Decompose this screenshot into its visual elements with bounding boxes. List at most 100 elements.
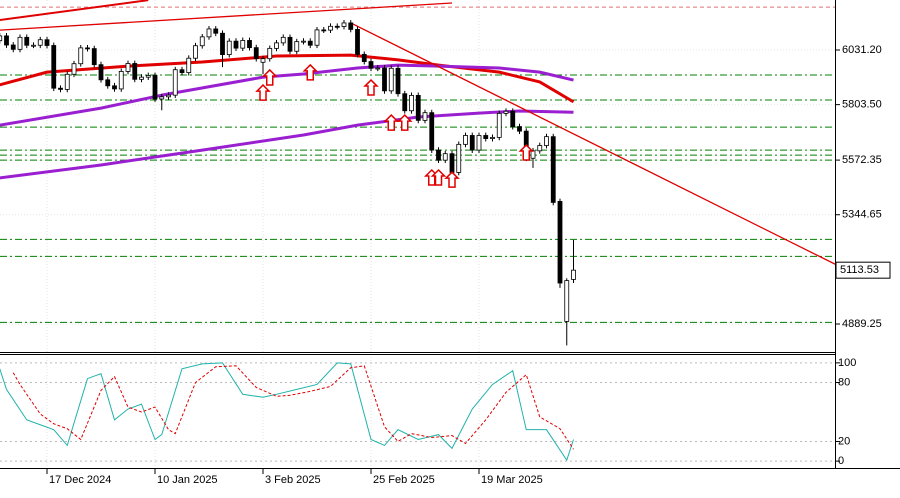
candle-body — [557, 201, 563, 284]
candle-body — [37, 39, 43, 46]
candle-body — [355, 29, 360, 55]
candle-body — [58, 87, 63, 90]
candle-body — [24, 36, 30, 46]
candle-body — [395, 67, 401, 95]
candle-body — [510, 110, 516, 127]
candle-body — [382, 67, 387, 92]
candle-body — [17, 36, 23, 50]
signal-arrow — [302, 63, 319, 81]
candle-body — [91, 48, 97, 66]
candle-body — [112, 85, 117, 90]
candle-body — [361, 53, 367, 62]
trendline — [0, 2, 453, 31]
candle-body — [240, 40, 246, 49]
candle-body — [118, 71, 124, 90]
candle-body — [0, 35, 3, 42]
candle-body — [307, 40, 313, 46]
candle-body — [287, 36, 293, 52]
y-tick-label: 5572.35 — [842, 154, 882, 166]
candle-body — [530, 150, 536, 159]
candle-body — [456, 143, 462, 173]
signal-arrow — [444, 171, 460, 188]
trendline — [0, 0, 149, 22]
x-tick-label: 3 Feb 2025 — [265, 474, 321, 486]
signal-arrow — [255, 84, 271, 101]
candle-body — [31, 44, 36, 47]
axes: 6031.20 5803.50 5572.35 5344.65 4889.25 17 De… — [46, 44, 891, 486]
y-tick-label: 100 — [838, 357, 856, 369]
candle-body — [476, 135, 482, 151]
candle-body — [4, 35, 9, 46]
signal-arrow — [261, 68, 278, 86]
candle-body — [517, 126, 522, 132]
oscillator-line — [0, 362, 574, 462]
candle-body — [388, 67, 394, 92]
candle-body — [253, 47, 259, 60]
candle-body — [348, 22, 354, 30]
candle-body — [220, 32, 225, 56]
candle-body — [436, 149, 441, 161]
candle-body — [179, 69, 185, 74]
candle-body — [267, 47, 273, 60]
candle-body — [463, 135, 468, 145]
oscillator-panel — [0, 362, 835, 462]
candle-body — [260, 58, 266, 63]
trendline — [350, 22, 835, 265]
candle-body — [571, 269, 576, 280]
y-tick-label: 6031.20 — [842, 44, 882, 56]
candle-body — [314, 29, 320, 46]
signal-arrow — [363, 78, 379, 96]
x-tick-label: 19 Mar 2025 — [481, 474, 543, 486]
candle-body — [274, 42, 279, 49]
x-tick-label: 25 Feb 2025 — [373, 474, 435, 486]
candle-body — [132, 63, 138, 80]
last-price: 5113.53 — [840, 264, 879, 276]
candle-body — [139, 76, 144, 80]
candle-body — [490, 136, 495, 139]
y-tick-label: 5344.65 — [842, 209, 882, 221]
y-tick-label: 20 — [838, 435, 850, 447]
moving-average — [0, 63, 574, 127]
candle-body — [550, 136, 556, 203]
candle-body — [469, 135, 475, 151]
candle-body — [166, 94, 171, 98]
candle-body — [105, 79, 111, 87]
candle-body — [199, 36, 205, 47]
candle-body — [85, 47, 90, 50]
candle-body — [233, 40, 239, 49]
candle-body — [213, 28, 219, 34]
candle-body — [375, 67, 381, 70]
candle-body — [145, 75, 151, 78]
candle-body — [321, 29, 327, 32]
y-tick-label: 0 — [838, 455, 844, 467]
candle-body — [544, 136, 549, 146]
x-tick-label: 17 Dec 2024 — [49, 474, 111, 486]
candle-body — [442, 153, 448, 161]
candle-body — [98, 64, 104, 81]
x-tick-label: 10 Jan 2025 — [157, 474, 218, 486]
candle-body — [341, 22, 347, 27]
candle-body — [186, 57, 192, 74]
candle-body — [328, 25, 333, 31]
candle-body — [78, 47, 84, 65]
candle-body — [125, 63, 131, 72]
candle-body — [152, 75, 158, 100]
candle-body — [537, 145, 543, 152]
candle-body — [368, 61, 374, 69]
candle-body — [280, 36, 286, 44]
price-panel — [0, 0, 835, 346]
candle-body — [159, 96, 165, 100]
y-tick-label: 4889.25 — [842, 318, 882, 330]
candle-body — [503, 110, 509, 114]
candle-body — [206, 28, 212, 38]
candle-body — [449, 153, 455, 173]
candle-body — [422, 112, 428, 121]
candle-body — [44, 39, 50, 46]
y-tick-label: 5803.50 — [842, 99, 882, 111]
y-tick-label: 80 — [838, 376, 850, 388]
candle-body — [172, 69, 178, 96]
candle-body — [51, 45, 57, 89]
